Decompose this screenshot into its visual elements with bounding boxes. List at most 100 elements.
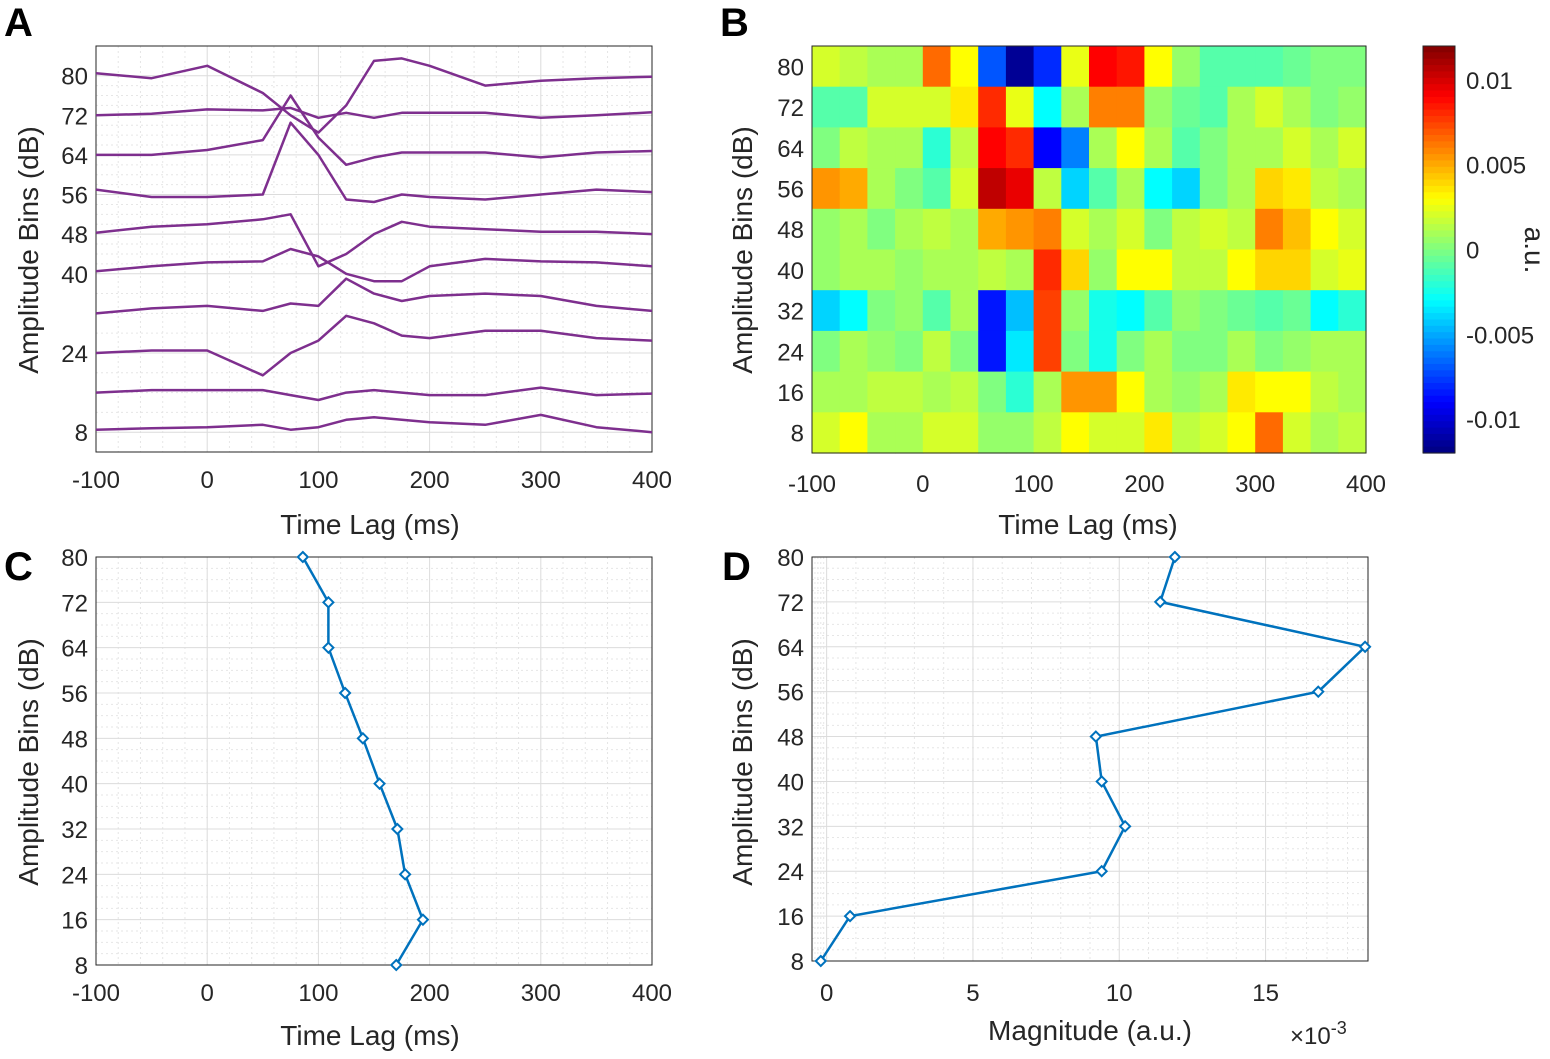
colorbar-segment (1423, 154, 1455, 162)
colorbar-segment (1423, 357, 1455, 365)
panel-c-marker (321, 595, 335, 609)
panel-d-marker (1118, 819, 1132, 833)
heatmap-cell (895, 168, 924, 210)
panel-a-y-tick-label: 56 (61, 183, 88, 210)
panel-d-marker (1358, 640, 1372, 654)
panel-a-ylabel: Amplitude Bins (dB) (13, 126, 44, 373)
panel-a-trace-8 (95, 413, 653, 434)
heatmap-cell (1061, 208, 1090, 251)
panel-d-y-tick-label: 72 (777, 590, 804, 617)
heatmap-cell (1116, 249, 1145, 291)
heatmap-cell (1144, 330, 1173, 373)
heatmap-cell (1338, 290, 1367, 332)
panel-d-y-tick-label: 32 (777, 814, 804, 841)
heatmap-cell (1144, 371, 1173, 413)
heatmap-cell (1144, 86, 1173, 128)
heatmap-cell (1005, 208, 1035, 251)
panel-d-y-tick-label: 80 (777, 545, 804, 572)
panel-c-marker (398, 867, 412, 881)
panel-d-marker (1089, 730, 1103, 743)
heatmap-cell (922, 371, 952, 413)
colorbar-segment (1423, 421, 1455, 429)
panel-b-y-tick-label: 8 (791, 421, 804, 448)
colorbar-segment (1423, 351, 1455, 359)
heatmap-cell (1338, 371, 1367, 413)
colorbar-segment (1423, 96, 1455, 104)
heatmap-cell (839, 330, 868, 373)
heatmap-cell (950, 290, 979, 332)
heatmap-cell (1116, 46, 1145, 88)
heatmap-cell (1061, 127, 1090, 169)
heatmap-cell (1172, 86, 1201, 128)
heatmap-cell (1310, 168, 1339, 210)
heatmap-cell (1282, 249, 1312, 291)
panel-b-x-tick-label: -100 (788, 471, 836, 498)
heatmap-cell (1089, 371, 1118, 413)
heatmap-cell (1255, 412, 1284, 454)
heatmap-cell (867, 330, 896, 373)
panel-b-xlabel: Time Lag (ms) (998, 509, 1177, 540)
panel-d-marker (1153, 595, 1167, 609)
panel-a-xlabel: Time Lag (ms) (280, 509, 459, 540)
heatmap-cell (1199, 86, 1229, 128)
heatmap-cell (1310, 208, 1339, 251)
colorbar-segment (1423, 90, 1455, 98)
colorbar-segment (1423, 402, 1455, 410)
heatmap-cell (1033, 86, 1062, 128)
heatmap-cell (895, 46, 924, 88)
heatmap-cell (1061, 290, 1090, 332)
panel-b-y-tick-label: 24 (777, 339, 804, 366)
colorbar-segment (1423, 109, 1455, 117)
heatmap-cell (1061, 330, 1090, 373)
panel-c-marker (356, 731, 370, 745)
panel-c-y-tick-label: 40 (61, 772, 88, 799)
heatmap-cell (867, 168, 896, 210)
heatmap-cell (839, 249, 868, 291)
panel-a-trace-40 (95, 247, 653, 283)
panel-d-marker (843, 909, 857, 923)
heatmap-cell (812, 168, 841, 210)
heatmap-cell (978, 127, 1007, 169)
panel-a-trace-48 (95, 213, 653, 268)
heatmap-cell (1144, 127, 1173, 169)
colorbar-segment (1423, 71, 1455, 79)
heatmap-cell (1061, 46, 1090, 88)
heatmap-cell (812, 86, 841, 128)
panel-c-y-tick-label: 72 (61, 590, 88, 617)
panel-d-marker (1168, 550, 1182, 564)
colorbar-segment (1423, 185, 1455, 193)
panel-d-marker (814, 954, 828, 968)
panel-a-x-tick-label: 200 (410, 467, 450, 494)
heatmap-cell (1227, 412, 1256, 454)
colorbar-segment (1423, 383, 1455, 391)
panel-a-x-tick-label: 300 (521, 467, 561, 494)
heatmap-cell (1172, 412, 1201, 454)
heatmap-cell (1282, 168, 1312, 210)
panel-b-x-tick-label: 0 (916, 471, 929, 498)
panel-a-trace-24 (95, 314, 653, 377)
panel-c-x-tick-label: 0 (201, 980, 214, 1007)
heatmap-cell (1033, 208, 1062, 251)
panel-a-x-tick-label: 100 (298, 467, 338, 494)
panel-c-y-tick-label: 32 (61, 817, 88, 844)
heatmap-cell (1116, 330, 1145, 373)
panel-c-marker (416, 913, 430, 927)
heatmap-cell (1005, 46, 1035, 88)
panel-a-x-tick-label: -100 (72, 467, 120, 494)
panel-a-line-traces: -100 0 100 200 300 400 80 72 64 56 48 40 24 8 (61, 45, 672, 494)
heatmap-cell (1199, 168, 1229, 210)
heatmap-cell (1199, 249, 1229, 291)
heatmap-cell (1172, 46, 1201, 88)
panel-c-latency-line (301, 556, 425, 966)
heatmap-cell (839, 86, 868, 128)
heatmap-cell (978, 208, 1007, 251)
panel-c-x-tick-label: 300 (521, 980, 561, 1007)
colorbar-segment (1423, 58, 1455, 66)
heatmap-cell (1033, 412, 1062, 454)
panel-d-x-tick-label: 15 (1252, 980, 1279, 1007)
panel-d-y-tick-label: 64 (777, 635, 804, 662)
panel-a-y-tick-label: 72 (61, 103, 88, 130)
heatmap-cell (895, 208, 924, 251)
colorbar-segment (1423, 446, 1455, 454)
